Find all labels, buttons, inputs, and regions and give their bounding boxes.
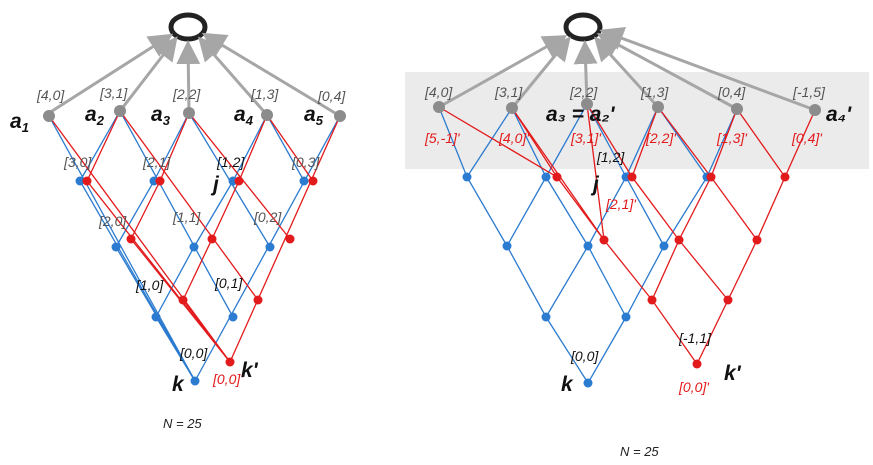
left-red-edges xyxy=(48,110,341,363)
right-top-label-6: [-1,5] xyxy=(792,84,826,100)
right-n-label: N = 25 xyxy=(620,444,659,459)
left-mid-label-2: [2,1] xyxy=(142,154,171,170)
right-mid-label: [1,2] xyxy=(596,149,625,165)
left-mid-label-4: [0,3] xyxy=(291,154,320,170)
left-kprime-label: k' xyxy=(241,359,259,382)
right-red-label-4: [2,2]' xyxy=(645,130,677,146)
left-bottom-red-label: [0,0]' xyxy=(212,371,244,387)
left-top-label-2: [3,1] xyxy=(99,85,128,101)
left-top-label-1: [4,0] xyxy=(36,87,65,103)
right-neg-label: [-1,1] xyxy=(678,330,712,346)
right-red-label-1: [5,-1]' xyxy=(424,130,461,146)
right-top-nodes xyxy=(433,98,821,116)
left-row3-label-2: [1,1] xyxy=(172,209,201,225)
left-top-label-5: [0,4] xyxy=(317,88,346,104)
left-a1-label: a1 xyxy=(10,110,29,135)
right-a4prime-label: a₄' xyxy=(826,103,852,126)
right-top-label-5: [0,4] xyxy=(717,84,746,100)
left-row4-label-2: [0,1] xyxy=(214,275,243,291)
left-blue-nodes xyxy=(75,176,309,386)
left-red-nodes xyxy=(82,176,318,367)
left-mid-label-3: [1,2] xyxy=(216,154,245,170)
left-row4-label-1: [1,0] xyxy=(135,277,164,293)
right-bottom-label: [0,0] xyxy=(570,348,599,364)
right-a3-eq-label: a₃ = a₂' xyxy=(546,103,615,126)
left-j-label: j xyxy=(210,173,220,196)
right-panel: [4,0] [3,1] [2,2] [1,3] [0,4] [-1,5] [5,… xyxy=(424,12,852,459)
left-row3-label-3: [0,2] xyxy=(253,209,282,225)
left-top-label-3: [2,2] xyxy=(172,86,201,102)
right-top-label-1: [4,0] xyxy=(424,84,453,100)
left-mid-label-1: [3,0] xyxy=(63,154,92,170)
right-top-label-2: [3,1] xyxy=(494,84,523,100)
right-k-label: k xyxy=(561,373,574,396)
left-k-label: k xyxy=(172,373,185,396)
right-target-ring xyxy=(563,12,603,42)
right-red-label-3: [3,1]' xyxy=(570,130,602,146)
right-arrows xyxy=(438,27,816,112)
right-kprime-label: k' xyxy=(724,362,742,385)
left-panel: [4,0] [3,1] [2,2] [1,3] [0,4] [3,0] [2,1… xyxy=(10,12,346,431)
left-n-label: N = 25 xyxy=(163,416,202,431)
left-a3-label: a3 xyxy=(151,103,171,128)
right-red-label-5: [1,3]' xyxy=(716,130,748,146)
left-a5-label: a5 xyxy=(304,103,324,128)
right-red-label-6: [0,4]' xyxy=(791,130,823,146)
left-top-label-4: [1,3] xyxy=(250,86,279,102)
right-red-label-2: [4,0]' xyxy=(498,130,530,146)
right-mid-red-label: [2,1]' xyxy=(605,196,637,212)
left-bottom-label: [0,0] xyxy=(179,345,208,361)
left-a4-label: a4 xyxy=(234,103,254,128)
right-top-label-4: [1,3] xyxy=(640,84,669,100)
right-j-label: j xyxy=(590,173,600,196)
left-a2-label: a2 xyxy=(85,103,105,128)
left-arrows xyxy=(48,32,341,118)
right-top-label-3: [2,2] xyxy=(569,84,598,100)
left-row3-label-1: [2,0] xyxy=(98,213,127,229)
right-red-nodes xyxy=(552,172,790,369)
left-target-ring xyxy=(168,12,208,42)
left-top-nodes xyxy=(43,105,346,122)
right-bottom-red-label: [0,0]' xyxy=(678,379,710,395)
